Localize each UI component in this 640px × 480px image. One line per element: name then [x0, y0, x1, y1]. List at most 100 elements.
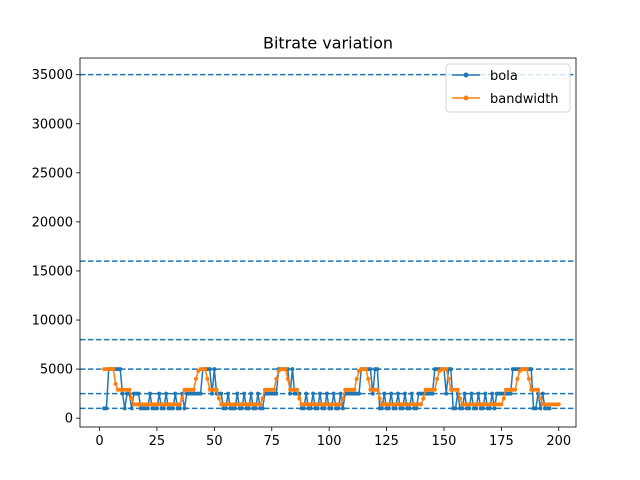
- bandwidth-point: [377, 396, 382, 401]
- bandwidth-point: [214, 387, 219, 392]
- bola-point: [324, 391, 329, 396]
- bandwidth-point: [216, 396, 221, 401]
- bola-point: [538, 406, 543, 411]
- bola-point: [219, 391, 224, 396]
- bola-point: [173, 391, 178, 396]
- bola-point: [547, 406, 552, 411]
- bola-point: [393, 406, 398, 411]
- bola-point: [407, 406, 412, 411]
- bandwidth-point: [432, 387, 437, 392]
- bola-point: [402, 391, 407, 396]
- bandwidth-point: [180, 396, 185, 401]
- bandwidth-point: [524, 367, 529, 372]
- x-tick-label: 200: [546, 434, 571, 449]
- bandwidth-point: [113, 381, 118, 386]
- bola-point: [331, 391, 336, 396]
- bola-point: [336, 406, 341, 411]
- bola-point: [145, 406, 150, 411]
- bola-point: [492, 406, 497, 411]
- bola-point: [474, 406, 479, 411]
- series-layer: [102, 367, 561, 411]
- bola-point: [120, 391, 125, 396]
- y-tick-label: 20000: [32, 215, 73, 230]
- bandwidth-point: [295, 387, 299, 392]
- bandwidth-point: [177, 402, 182, 407]
- bola-point: [460, 406, 465, 411]
- bola-point: [290, 367, 295, 372]
- bandwidth-point: [203, 367, 208, 372]
- bandwidth-point: [366, 376, 371, 381]
- bola-point: [533, 406, 538, 411]
- bola-point: [304, 391, 309, 396]
- bandwidth-point: [363, 367, 368, 372]
- bola-point: [317, 391, 322, 396]
- bola-point: [476, 391, 481, 396]
- bandwidth-point: [338, 402, 343, 407]
- bola-point: [239, 406, 244, 411]
- y-tick-label: 10000: [32, 314, 73, 329]
- bola-point: [171, 406, 175, 411]
- bola-point: [322, 406, 327, 411]
- bola-point: [487, 406, 492, 411]
- bandwidth-point: [111, 367, 116, 372]
- bola-point: [483, 391, 488, 396]
- bandwidth-point: [435, 376, 440, 381]
- bola-point: [301, 406, 306, 411]
- bola-point: [409, 391, 414, 396]
- x-tick-label: 175: [489, 434, 514, 449]
- bandwidth-point: [272, 387, 277, 392]
- bola-point: [386, 406, 391, 411]
- bandwidth-point: [258, 402, 263, 407]
- legend: bola bandwidth: [445, 63, 571, 113]
- x-tick-label: 125: [374, 434, 399, 449]
- bola-point: [223, 406, 228, 411]
- y-tick-label: 30000: [32, 117, 73, 132]
- bola-point: [370, 391, 375, 396]
- bola-point: [462, 391, 467, 396]
- bandwidth-point: [375, 387, 380, 392]
- bandwidth-point: [538, 396, 543, 401]
- bandwidth-point: [444, 367, 449, 372]
- x-tick-label: 100: [317, 434, 342, 449]
- bola-point: [508, 391, 513, 396]
- bola-point: [129, 406, 134, 411]
- y-tick-label: 5000: [40, 363, 73, 378]
- bandwidth-point: [205, 376, 210, 381]
- bola-point: [118, 367, 123, 372]
- bola-point: [177, 406, 182, 411]
- bandwidth-point: [285, 376, 290, 381]
- x-tick-label: 0: [95, 434, 103, 449]
- bola-point: [246, 406, 251, 411]
- bandwidth-point: [191, 387, 196, 392]
- x-tick-label: 25: [149, 434, 166, 449]
- bola-point: [467, 406, 472, 411]
- bola-point: [444, 391, 449, 396]
- bola-point: [210, 391, 215, 396]
- bandwidth-point: [499, 402, 504, 407]
- bandwidth-point: [526, 376, 531, 381]
- bola-point: [375, 367, 380, 372]
- bandwidth-point: [419, 402, 423, 407]
- bola-point: [340, 406, 345, 411]
- bandwidth-point: [515, 376, 520, 381]
- bola-point: [368, 367, 373, 372]
- bola-point: [414, 406, 419, 411]
- bola-point: [400, 406, 405, 411]
- bola-point: [157, 391, 162, 396]
- bola-point: [448, 367, 453, 372]
- bola-point: [490, 391, 495, 396]
- bola-point: [161, 406, 166, 411]
- bandwidth-point: [536, 387, 541, 392]
- bola-point: [260, 406, 265, 411]
- bandwidth-point: [501, 396, 506, 401]
- bola-point: [481, 406, 485, 411]
- y-tick-label: 0: [65, 412, 73, 427]
- bola-point: [122, 406, 127, 411]
- bandwidth-point: [513, 387, 518, 392]
- bandwidth-point: [260, 396, 265, 401]
- bola-point: [154, 406, 159, 411]
- bola-point: [253, 406, 258, 411]
- bola-point: [226, 391, 231, 396]
- bandwidth-point: [297, 396, 302, 401]
- bola-point: [540, 391, 545, 396]
